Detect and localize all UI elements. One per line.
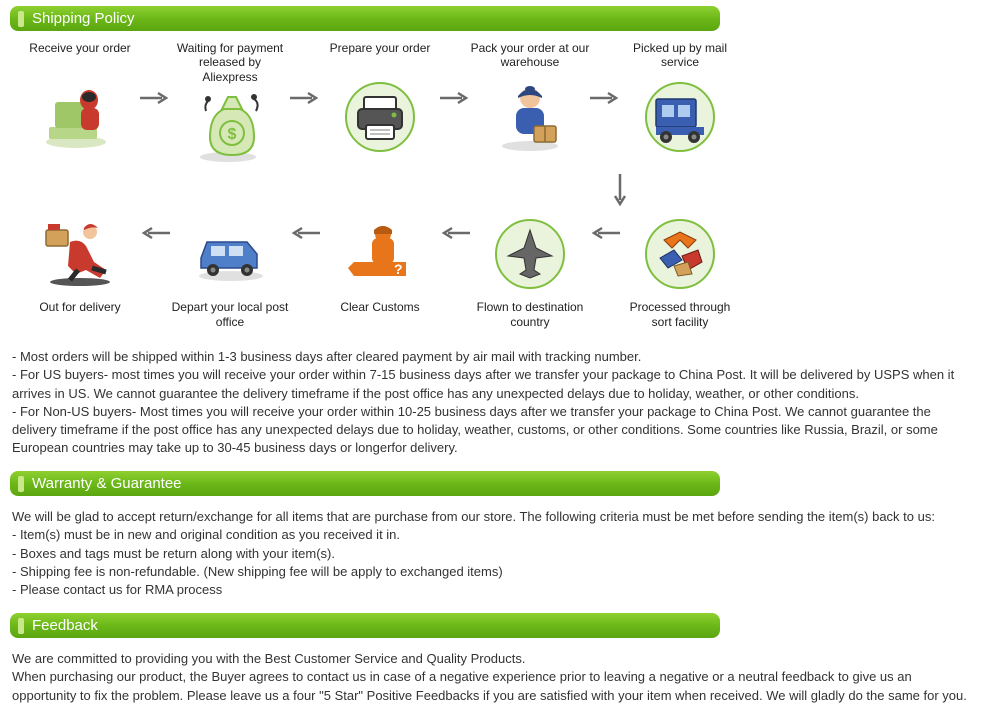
feedback-text-block: We are committed to providing you with t…	[0, 644, 984, 713]
shipping-flow-diagram: Receive your order Waiting for payment r…	[0, 37, 984, 342]
step-pack-order: Pack your order at our warehouse	[470, 41, 590, 157]
step-label: Pack your order at our warehouse	[470, 41, 590, 73]
arrow-left-icon	[440, 226, 470, 240]
arrow-left-icon	[590, 226, 620, 240]
step-picked-up: Picked up by mail service	[620, 41, 740, 157]
step-processed-sort: Processed through sort facility	[620, 214, 740, 332]
arrow-right-icon	[140, 91, 170, 105]
person-laptop-icon	[40, 77, 120, 157]
truck-icon	[640, 77, 720, 157]
header-marker-icon	[18, 618, 24, 634]
arrow-right-icon	[590, 91, 620, 105]
warranty-line: - Item(s) must be in new and original co…	[12, 526, 972, 544]
van-icon	[190, 214, 270, 294]
feedback-line: We are committed to providing you with t…	[12, 650, 972, 668]
arrow-left-icon	[290, 226, 320, 240]
arrow-right-icon	[440, 91, 470, 105]
header-marker-icon	[18, 476, 24, 492]
delivery-person-icon	[40, 214, 120, 294]
flow-row-1: Receive your order Waiting for payment r…	[20, 41, 974, 168]
arrow-left-icon	[140, 226, 170, 240]
worker-box-icon	[490, 77, 570, 157]
step-clear-customs: ? Clear Customs	[320, 214, 440, 332]
step-label: Out for delivery	[39, 300, 120, 332]
flow-row-2: Out for delivery Depart your local post …	[20, 214, 974, 332]
svg-text:$: $	[228, 126, 237, 143]
step-waiting-payment: Waiting for payment released by Aliexpre…	[170, 41, 290, 168]
feedback-line: When purchasing our product, the Buyer a…	[12, 668, 972, 704]
warranty-header-label: Warranty & Guarantee	[32, 475, 182, 492]
step-prepare-order: Prepare your order	[320, 41, 440, 157]
shipping-line: - Most orders will be shipped within 1-3…	[12, 348, 972, 366]
arrow-right-icon	[290, 91, 320, 105]
customs-icon: ?	[340, 214, 420, 294]
warranty-line: - Boxes and tags must be return along wi…	[12, 545, 972, 563]
feedback-header-label: Feedback	[32, 617, 98, 634]
step-label: Picked up by mail service	[620, 41, 740, 73]
warranty-line: We will be glad to accept return/exchang…	[12, 508, 972, 526]
header-marker-icon	[18, 11, 24, 27]
shipping-line: - For Non-US buyers- Most times you will…	[12, 403, 972, 458]
step-receive-order: Receive your order	[20, 41, 140, 157]
step-label: Clear Customs	[340, 300, 419, 332]
warranty-line: - Please contact us for RMA process	[12, 581, 972, 599]
step-flown-destination: Flown to destination country	[470, 214, 590, 332]
step-label: Flown to destination country	[470, 300, 590, 332]
warranty-header: Warranty & Guarantee	[10, 471, 720, 496]
warranty-text-block: We will be glad to accept return/exchang…	[0, 502, 984, 607]
shipping-line: - For US buyers- most times you will rec…	[12, 366, 972, 402]
arrow-down-icon	[580, 168, 660, 214]
shipping-text-block: - Most orders will be shipped within 1-3…	[0, 342, 984, 465]
step-label: Receive your order	[29, 41, 130, 73]
step-depart-post: Depart your local post office	[170, 214, 290, 332]
step-label: Prepare your order	[330, 41, 431, 73]
feedback-header: Feedback	[10, 613, 720, 638]
money-bag-icon: $	[190, 88, 270, 168]
sort-facility-icon	[640, 214, 720, 294]
airplane-icon	[490, 214, 570, 294]
step-label: Waiting for payment released by Aliexpre…	[170, 41, 290, 84]
shipping-header: Shipping Policy	[10, 6, 720, 31]
step-out-delivery: Out for delivery	[20, 214, 140, 332]
printer-icon	[340, 77, 420, 157]
shipping-header-label: Shipping Policy	[32, 10, 135, 27]
svg-text:?: ?	[394, 261, 403, 277]
warranty-line: - Shipping fee is non-refundable. (New s…	[12, 563, 972, 581]
step-label: Depart your local post office	[170, 300, 290, 332]
step-label: Processed through sort facility	[620, 300, 740, 332]
